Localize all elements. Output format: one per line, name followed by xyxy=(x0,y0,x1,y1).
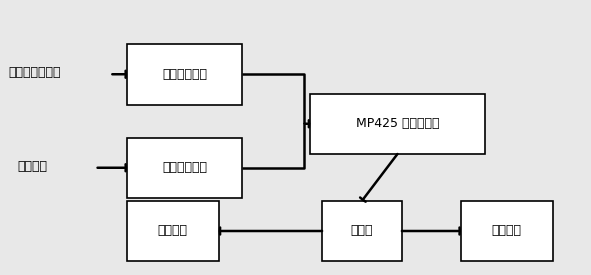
Bar xyxy=(127,138,242,198)
Text: 计算机: 计算机 xyxy=(350,224,374,238)
Bar xyxy=(461,201,553,261)
Text: 脉搔检测模块: 脉搔检测模块 xyxy=(162,68,207,81)
Text: 心电电极: 心电电极 xyxy=(18,160,48,173)
Bar xyxy=(310,94,485,154)
Bar xyxy=(127,201,219,261)
Bar xyxy=(127,44,242,104)
Text: 心电检测模块: 心电检测模块 xyxy=(162,161,207,174)
Text: MP425 数据采集卡: MP425 数据采集卡 xyxy=(356,117,439,130)
Text: 数据存储: 数据存储 xyxy=(158,224,188,238)
Bar xyxy=(322,201,402,261)
Text: 数据分析: 数据分析 xyxy=(492,224,522,238)
Text: 光电脉搔传感器: 光电脉搔传感器 xyxy=(9,66,61,79)
